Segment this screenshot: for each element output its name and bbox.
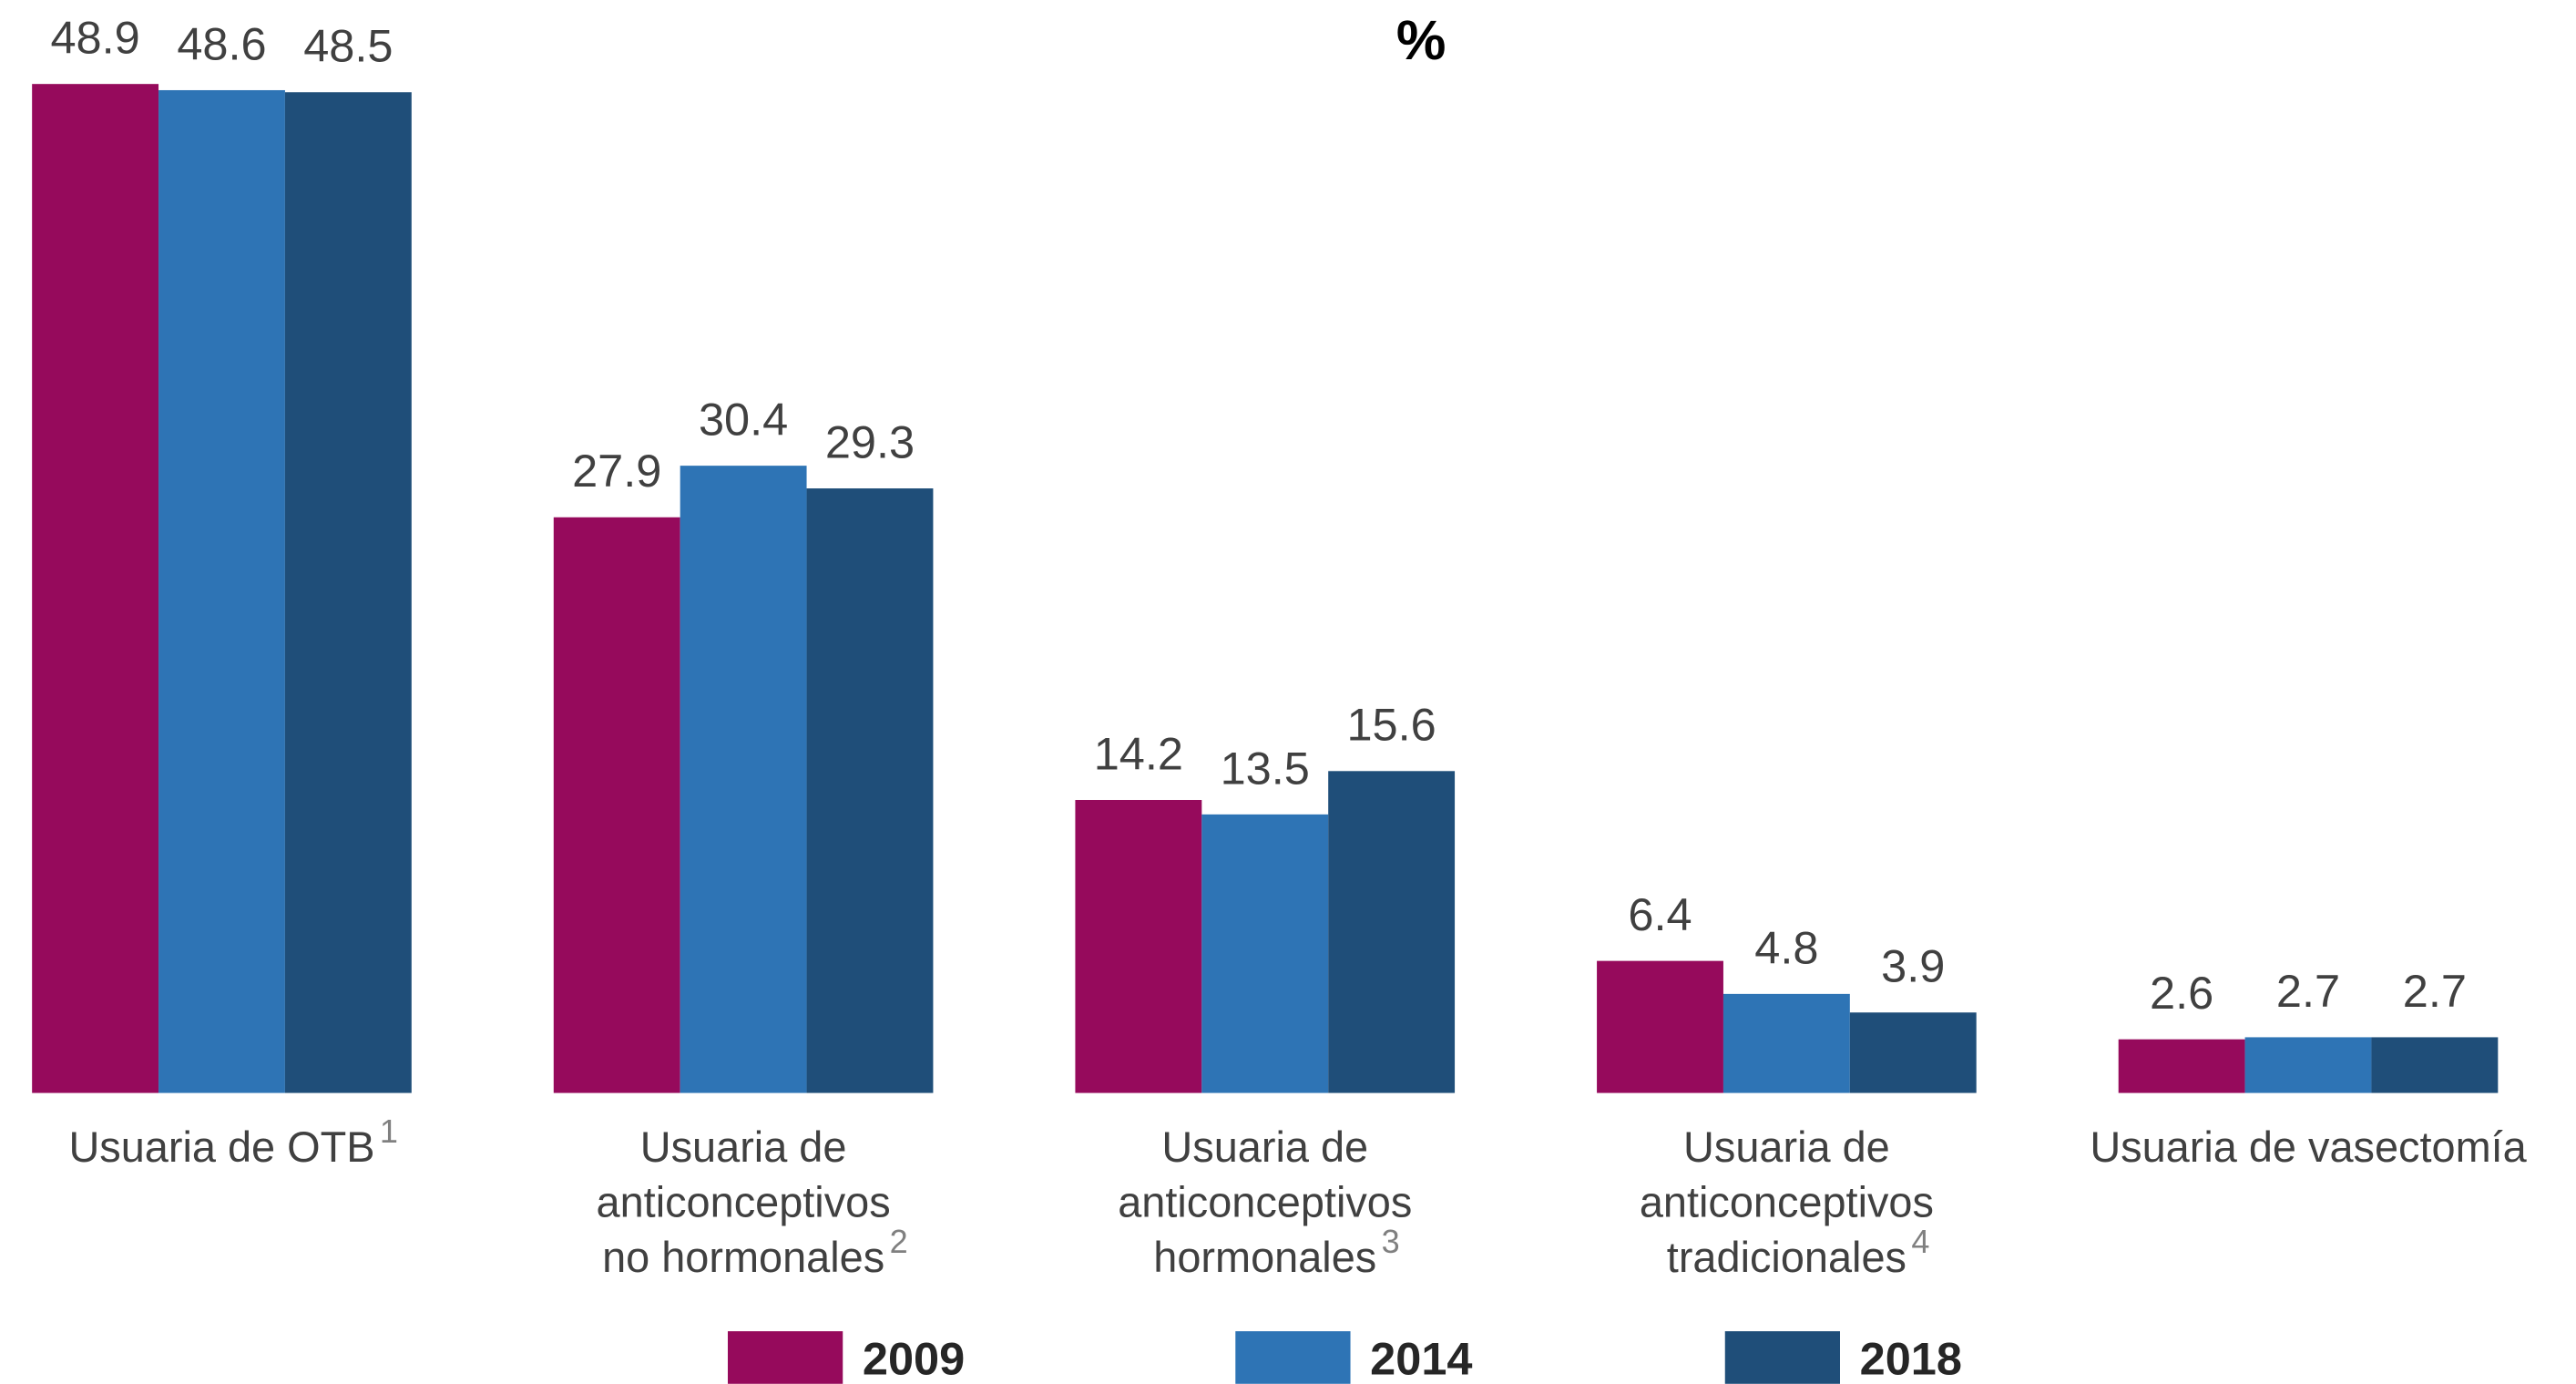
bar — [1849, 1012, 1977, 1093]
footnote-mark: 4 — [1911, 1223, 1929, 1260]
value-label: 2.7 — [2403, 965, 2467, 1017]
x-tick-label: anticonceptivos — [1640, 1179, 1934, 1226]
bar — [553, 517, 680, 1093]
x-tick-label: Usuaria de vasectomía — [2090, 1123, 2527, 1171]
bar — [680, 466, 807, 1093]
footnote-mark: 3 — [1382, 1223, 1400, 1260]
bar — [1597, 960, 1723, 1093]
x-tick-label: anticonceptivos — [1118, 1179, 1412, 1226]
bar — [1075, 799, 1202, 1093]
x-tick-label: anticonceptivos — [597, 1179, 891, 1226]
value-label: 29.3 — [825, 415, 915, 467]
value-label: 27.9 — [572, 445, 661, 497]
x-tick-label: Usuaria de — [640, 1123, 847, 1171]
x-tick-label: Usuaria de — [1161, 1123, 1368, 1171]
legend-label: 2014 — [1370, 1333, 1472, 1384]
value-label: 13.5 — [1221, 742, 1310, 794]
x-tick-label: Usuaria de — [1683, 1123, 1890, 1171]
x-tick-label: tradicionales — [1667, 1234, 1906, 1281]
chart-title: % — [1396, 8, 1446, 71]
legend-label: 2009 — [863, 1333, 965, 1384]
bar — [1201, 814, 1329, 1093]
bar — [32, 84, 159, 1093]
x-tick-label: hormonales — [1153, 1234, 1376, 1281]
footnote-mark: 1 — [380, 1112, 398, 1150]
value-label: 4.8 — [1754, 921, 1818, 973]
bar — [2371, 1037, 2499, 1093]
value-label: 48.6 — [177, 17, 266, 69]
value-label: 6.4 — [1628, 888, 1692, 940]
x-tick-label: no hormonales — [602, 1234, 884, 1281]
value-label: 30.4 — [699, 394, 788, 446]
value-label: 48.5 — [303, 20, 393, 72]
bar — [1722, 993, 1850, 1093]
bar — [1328, 771, 1456, 1093]
legend-swatch — [727, 1331, 843, 1384]
value-label: 2.6 — [2150, 967, 2213, 1019]
value-label: 15.6 — [1346, 699, 1436, 751]
legend-swatch — [1724, 1331, 1840, 1384]
value-label: 48.9 — [50, 12, 139, 64]
legend-label: 2018 — [1860, 1333, 1962, 1384]
legend-swatch — [1235, 1331, 1351, 1384]
bar — [158, 89, 285, 1093]
bar — [2118, 1039, 2245, 1093]
bar — [2244, 1037, 2372, 1093]
footnote-mark: 2 — [890, 1223, 908, 1260]
value-label: 14.2 — [1094, 727, 1183, 779]
value-label: 3.9 — [1881, 940, 1945, 992]
bar — [806, 488, 934, 1093]
bar — [284, 92, 412, 1093]
x-tick-label: Usuaria de OTB — [68, 1123, 374, 1171]
value-label: 2.7 — [2276, 965, 2340, 1017]
